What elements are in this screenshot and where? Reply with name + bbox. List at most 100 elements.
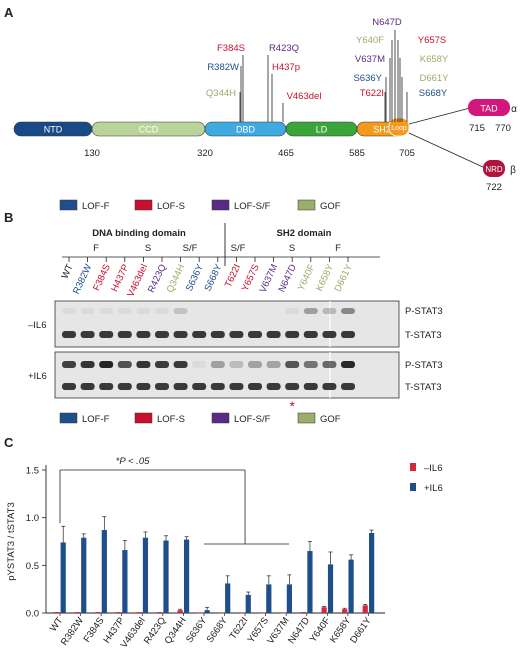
bar-plus-q344h <box>183 539 190 613</box>
band-tstat3-minus-10 <box>248 331 262 338</box>
band-pstat3-minus-13 <box>303 308 318 314</box>
band-tstat3-minus-14 <box>322 331 337 338</box>
bar-plus-y640f <box>327 564 334 613</box>
band-tstat3-plus-11 <box>266 383 281 390</box>
band-tstat3-minus-2 <box>99 331 114 338</box>
legend-label-gof: GOF <box>320 201 341 212</box>
band-tstat3-minus-6 <box>173 331 188 338</box>
band-tstat3-minus-12 <box>285 331 300 338</box>
x-tick-label-wt: WT <box>48 615 66 634</box>
legend-swatch-gof <box>297 199 316 211</box>
legend-swatch-lof-f <box>59 412 78 424</box>
band-tstat3-minus-3 <box>117 331 132 338</box>
mutation-label-n647d: N647D <box>372 17 402 28</box>
band-pstat3-minus-15 <box>341 308 355 314</box>
bar-minus-h437p <box>115 612 122 613</box>
band-pstat3-minus-14 <box>322 308 337 314</box>
bar-plus-h437p <box>122 550 128 613</box>
band-tstat3-minus-5 <box>155 331 169 338</box>
mutation-label-t622i: T622I <box>360 88 384 99</box>
band-tstat3-plus-13 <box>303 383 318 390</box>
sig-annotation: *P < .05 <box>116 456 150 467</box>
blot-minus-il6 <box>54 300 400 348</box>
mutation-label-y640f: Y640F <box>356 35 384 46</box>
mutation-label-f384s: F384S <box>217 43 245 54</box>
y-axis-label: pYSTAT3 / tSTAT3 <box>6 502 17 580</box>
bar-plus-v463del <box>142 537 149 613</box>
nrd-label: NRD <box>485 165 503 174</box>
bar-plus-n647d <box>307 551 313 613</box>
stat3-domain-diagram: NTD CCD DBD LD SH2 Loop 130 320 465 585 705 TAD 715 7… <box>13 17 517 193</box>
isoform-beta: β <box>510 165 516 176</box>
group-label-1: S <box>145 243 151 254</box>
loop-label: Loop <box>391 125 407 132</box>
position-465: 465 <box>278 148 294 159</box>
band-pstat3-minus-3 <box>117 308 132 314</box>
bar-plus-wt <box>60 542 66 613</box>
bar-minus-y640f <box>321 607 327 613</box>
legend-swatch-lof-s-f <box>211 199 230 211</box>
panel-c-label: C <box>4 435 14 450</box>
bar-minus-k658y <box>342 609 348 613</box>
band-tstat3-minus-0 <box>62 331 76 338</box>
mutation-label-v637m: V637M <box>355 54 385 65</box>
band-pstat3-plus-14 <box>322 361 337 368</box>
domain-label-sh2: SH2 <box>373 125 391 135</box>
band-tstat3-plus-5 <box>155 383 169 390</box>
legend-label-lof-s: LOF-S <box>157 201 185 212</box>
band-tstat3-plus-0 <box>62 383 76 390</box>
dbd-title: DNA binding domain <box>92 228 186 239</box>
y-tick-label-2: 1.0 <box>26 513 39 524</box>
domain-label-ld: LD <box>316 125 328 135</box>
legend-label-lof-s: LOF-S <box>157 414 185 425</box>
band-pstat3-plus-12 <box>285 361 300 368</box>
band-tstat3-plus-8 <box>210 383 225 390</box>
legend-label-gof: GOF <box>320 414 341 425</box>
legend-swatch-gof <box>297 412 316 424</box>
band-pstat3-plus-7 <box>192 361 207 368</box>
bar-plus-k658y <box>348 559 354 613</box>
mutation-label-h437p: H437p <box>272 62 300 73</box>
band-pstat3-plus-0 <box>62 361 76 368</box>
x-tick-label-s668y: S668Y <box>205 615 231 645</box>
band-tstat3-plus-15 <box>341 383 355 390</box>
nrd-connector <box>408 132 486 169</box>
nrd-end: 722 <box>486 182 502 193</box>
bar-minus-r423q <box>157 612 163 613</box>
position-130: 130 <box>84 148 100 159</box>
row-label-2: P-STAT3 <box>405 360 443 371</box>
lane-label-t622i: T622I <box>223 263 243 290</box>
band-tstat3-minus-7 <box>192 331 207 338</box>
mutation-label-r382w: R382W <box>207 62 239 73</box>
band-tstat3-minus-15 <box>341 331 355 338</box>
band-pstat3-minus-2 <box>99 308 114 314</box>
bar-minus-wt <box>54 612 60 613</box>
band-pstat3-plus-10 <box>248 361 262 368</box>
tad-end: 770 <box>495 123 511 134</box>
nrd-domain <box>483 160 505 177</box>
x-tick-label-n647d: N647D <box>286 615 312 646</box>
band-tstat3-minus-13 <box>303 331 318 338</box>
band-tstat3-plus-14 <box>322 383 337 390</box>
chart-legend-label-1: +IL6 <box>424 483 443 494</box>
isoform-alpha: α <box>511 104 517 115</box>
x-tick-label-q344h: Q344H <box>163 615 189 646</box>
band-tstat3-plus-12 <box>285 383 300 390</box>
band-tstat3-minus-11 <box>266 331 281 338</box>
band-tstat3-plus-3 <box>117 383 132 390</box>
legend-label-lof-f: LOF-F <box>82 201 110 212</box>
band-tstat3-plus-4 <box>136 383 151 390</box>
bar-plus-t622i <box>245 594 251 613</box>
chart-legend-label-0: –IL6 <box>424 463 443 474</box>
band-tstat3-minus-1 <box>80 331 95 338</box>
condition-label-2: +IL6 <box>28 371 47 382</box>
group-label-2: S/F <box>183 243 198 254</box>
bar-minus-v463del <box>136 612 142 613</box>
tad-start: 715 <box>469 123 485 134</box>
mutation-label-r423q: R423Q <box>269 43 299 54</box>
mutation-label-k658y: K658Y <box>420 54 449 65</box>
group-label-4: S <box>289 243 295 254</box>
band-tstat3-plus-1 <box>80 383 95 390</box>
